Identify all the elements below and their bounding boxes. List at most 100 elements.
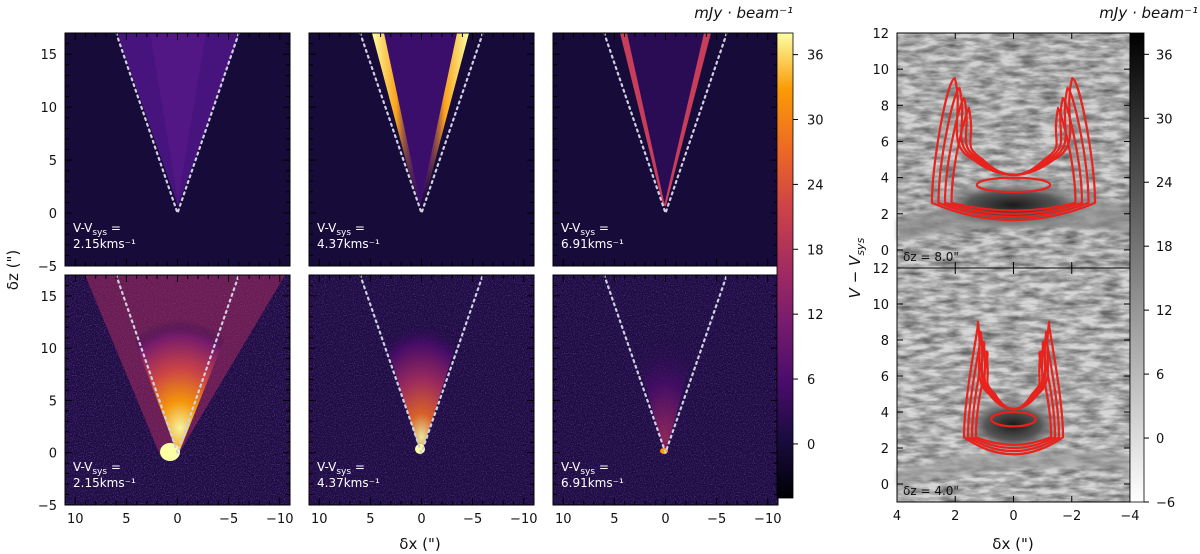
- x-tick-label: −10: [754, 512, 781, 527]
- colorbar-tick-label: 6: [807, 373, 815, 388]
- colorbar-tick-label: 6: [1156, 368, 1164, 383]
- pv-x-tick-label: 2: [951, 509, 959, 524]
- pv-y-tick-label: 12: [872, 27, 889, 42]
- velocity-label: V-Vsys =: [561, 460, 609, 477]
- velocity-label-eq: =: [351, 221, 365, 235]
- pv-dz-label: δz = 8.0": [903, 250, 959, 264]
- velocity-label-sub: sys: [92, 228, 107, 238]
- pv-ylabel-main: V − V: [846, 254, 864, 298]
- velocity-label-eq: =: [595, 460, 609, 474]
- x-tick-label: 5: [122, 512, 130, 527]
- velocity-label-value: 6.91kms⁻¹: [561, 476, 624, 490]
- pv-blob: [923, 179, 1103, 231]
- y-tick-label: −5: [38, 499, 57, 514]
- velocity-label-sub: sys: [336, 228, 351, 238]
- pv-ylabel: V − Vsys: [846, 237, 867, 298]
- x-tick-label: −5: [463, 512, 482, 527]
- channel-xlabel: δx ("): [399, 535, 440, 553]
- x-tick-label: −5: [707, 512, 726, 527]
- x-tick-label: 0: [173, 512, 181, 527]
- y-tick-label: 5: [49, 154, 57, 169]
- velocity-label-eq: =: [107, 460, 121, 474]
- pv-y-tick-label: 10: [872, 298, 889, 313]
- colorbar-tick-label: 0: [807, 438, 815, 453]
- cone-edge-line: [359, 273, 484, 457]
- pv-y-tick-label: 6: [881, 135, 889, 150]
- y-tick-label: 0: [49, 207, 57, 222]
- cone-emission: [110, 275, 250, 455]
- pv-y-tick-label: 0: [881, 244, 889, 259]
- x-tick-label: −5: [219, 512, 238, 527]
- pv-xlabel: δx ("): [992, 535, 1033, 553]
- cone-edge-line: [603, 31, 728, 217]
- cone-wall-right: [420, 33, 469, 206]
- colorbar-gray: [1129, 32, 1145, 503]
- x-tick-label: 0: [661, 512, 669, 527]
- pv-y-tick-label: 10: [872, 63, 889, 78]
- velocity-label-main: V-V: [73, 221, 93, 235]
- x-tick-label: 10: [555, 512, 572, 527]
- velocity-label-value: 4.37kms⁻¹: [317, 476, 380, 490]
- velocity-label: V-Vsys =: [73, 221, 121, 238]
- pv-y-tick-label: 0: [881, 478, 889, 493]
- cone-edge-line: [115, 273, 240, 457]
- velocity-label-value: 6.91kms⁻¹: [561, 237, 624, 251]
- pv-band: [897, 450, 1130, 485]
- velocity-label-sub: sys: [336, 467, 351, 477]
- x-tick-label: 10: [311, 512, 328, 527]
- colorbar-tick-label: 36: [1156, 48, 1173, 63]
- pv-x-tick-label: 0: [1009, 509, 1017, 524]
- colorbar-tick-label: 30: [807, 114, 824, 129]
- velocity-label-main: V-V: [561, 460, 581, 474]
- velocity-label-sub: sys: [92, 467, 107, 477]
- cone-edge-line: [603, 273, 728, 457]
- pv-contour: [966, 330, 1061, 453]
- core-blob: [415, 444, 425, 454]
- pv-contour: [950, 106, 1077, 212]
- cone-core: [150, 33, 206, 200]
- colorbar-tick-label: 0: [1156, 432, 1164, 447]
- velocity-label: V-Vsys =: [317, 221, 365, 238]
- y-tick-label: 0: [49, 447, 57, 462]
- pv-y-tick-label: 2: [881, 208, 889, 223]
- x-tick-label: 5: [366, 512, 374, 527]
- pv-ylabel-sub: sys: [854, 237, 867, 255]
- velocity-label-eq: =: [351, 460, 365, 474]
- channel-ylabel: δz ("): [4, 250, 22, 290]
- colorbar-tick-label: 30: [1156, 112, 1173, 127]
- y-tick-label: 15: [40, 290, 57, 305]
- y-tick-label: 5: [49, 394, 57, 409]
- colorbar-inferno: [776, 32, 794, 499]
- pv-y-tick-label: 8: [881, 334, 889, 349]
- cone-wall-right: [664, 33, 711, 206]
- cone-emission: [373, 33, 468, 206]
- pv-x-tick-label: −4: [1120, 509, 1139, 524]
- model-images: [65, 33, 778, 266]
- velocity-label-value: 4.37kms⁻¹: [317, 237, 380, 251]
- pv-contour: [937, 87, 1090, 218]
- colorbar-tick-label: −6: [1156, 496, 1175, 511]
- y-tick-label: 10: [40, 342, 57, 357]
- colorbar-label-right: mJy · beam⁻¹: [1099, 4, 1198, 22]
- pv-contour: [970, 340, 1057, 450]
- colorbar-tick-label: 12: [1156, 304, 1173, 319]
- cone-emission: [621, 33, 710, 206]
- x-tick-label: 5: [610, 512, 618, 527]
- pv-y-tick-label: 4: [881, 172, 889, 187]
- cone-wall-left: [620, 33, 665, 206]
- colorbar-tick-label: 24: [807, 178, 824, 193]
- cone-emission: [615, 275, 715, 455]
- pv-contour-inner: [990, 410, 1037, 428]
- velocity-label-sub: sys: [580, 228, 595, 238]
- x-tick-label: −10: [510, 512, 537, 527]
- velocity-label-main: V-V: [73, 460, 93, 474]
- velocity-label: V-Vsys =: [317, 460, 365, 477]
- velocity-label-value: 2.15kms⁻¹: [73, 237, 136, 251]
- y-tick-label: 10: [40, 101, 57, 116]
- colorbar-tick-label: 18: [807, 243, 824, 258]
- x-tick-label: 10: [67, 512, 84, 527]
- velocity-label-eq: =: [595, 221, 609, 235]
- observed-images: [65, 275, 778, 505]
- x-tick-label: 0: [417, 512, 425, 527]
